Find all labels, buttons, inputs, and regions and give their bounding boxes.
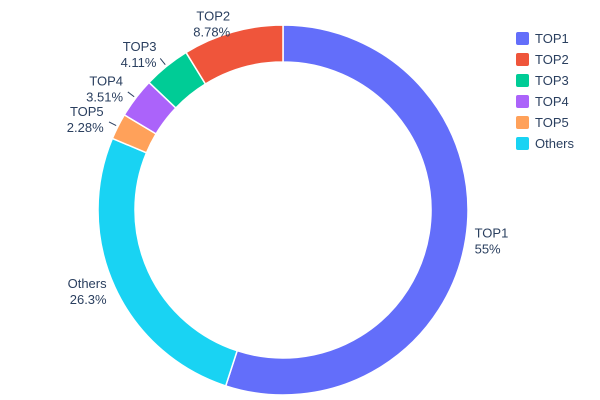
- slice-label-percent: 4.11%: [121, 55, 157, 70]
- legend-swatch-top1: [516, 31, 529, 45]
- slice-label-top2: TOP2 8.78%: [193, 8, 230, 39]
- pie-slice-top1[interactable]: [224, 24, 469, 396]
- legend-item-top5[interactable]: TOP5: [516, 114, 574, 130]
- legend-label-others: Others: [535, 135, 575, 151]
- legend: TOP1 TOP2 TOP3 TOP4 TOP5 Others: [516, 30, 574, 151]
- legend-item-top4[interactable]: TOP4: [516, 93, 574, 109]
- slice-label-others: Others 26.3%: [68, 276, 108, 307]
- slice-label-percent: 26.3%: [70, 292, 107, 307]
- slice-label-top3: TOP3 4.11%: [121, 39, 157, 70]
- slice-label-percent: 8.78%: [193, 24, 230, 39]
- legend-swatch-top3: [516, 73, 529, 87]
- slice-label-top4: TOP4 3.51%: [86, 73, 123, 104]
- pie-slice-top2[interactable]: [184, 24, 284, 85]
- legend-item-top1[interactable]: TOP1: [516, 30, 574, 46]
- legend-label-top4: TOP4: [535, 93, 569, 109]
- slice-label-name: TOP3: [123, 39, 157, 54]
- slice-label-percent: 2.28%: [67, 120, 104, 135]
- label-leader-line-top5: [108, 121, 117, 127]
- slice-label-percent: 3.51%: [86, 89, 123, 104]
- slice-label-name: TOP1: [475, 225, 509, 240]
- slice-label-name: TOP2: [196, 8, 230, 23]
- slice-label-top5: TOP5 2.28%: [67, 104, 104, 135]
- label-leader-line-top4: [127, 91, 135, 98]
- legend-item-others[interactable]: Others: [516, 135, 574, 151]
- legend-item-top3[interactable]: TOP3: [516, 72, 574, 88]
- slice-label-percent: 55%: [475, 241, 501, 256]
- legend-item-top2[interactable]: TOP2: [516, 51, 574, 67]
- slice-label-name: TOP4: [89, 73, 123, 88]
- legend-swatch-top2: [516, 52, 529, 66]
- slice-label-name: TOP5: [70, 104, 104, 119]
- label-leader-line-top3: [159, 58, 166, 66]
- legend-swatch-top4: [516, 94, 529, 108]
- legend-label-top3: TOP3: [535, 72, 569, 88]
- pie-slice-others[interactable]: [97, 137, 239, 387]
- slice-label-name: Others: [68, 276, 108, 291]
- legend-label-top5: TOP5: [535, 114, 569, 130]
- slice-label-top1: TOP1 55%: [475, 225, 509, 256]
- legend-label-top1: TOP1: [535, 30, 569, 46]
- legend-swatch-others: [516, 136, 529, 150]
- legend-label-top2: TOP2: [535, 51, 569, 67]
- legend-swatch-top5: [516, 115, 529, 129]
